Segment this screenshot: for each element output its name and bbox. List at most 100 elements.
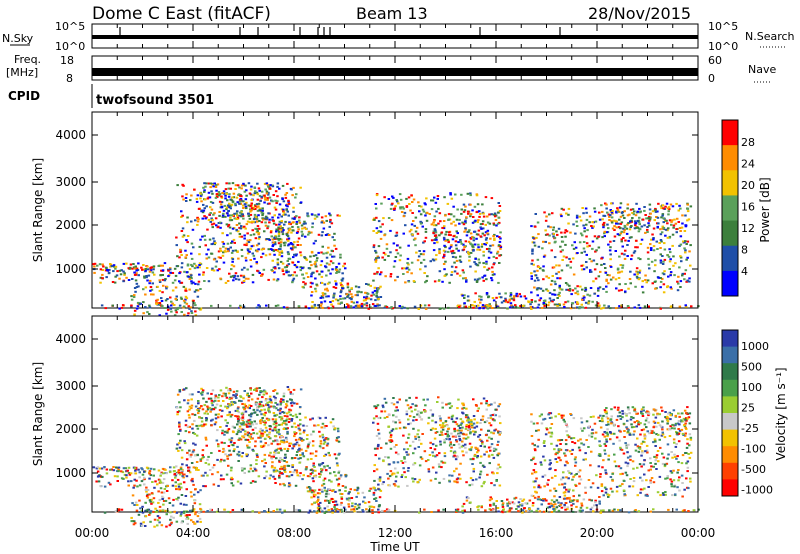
velocity-echo-cell: [197, 410, 201, 412]
power-echo-cell: [274, 234, 277, 237]
velocity-echo-cell: [264, 426, 268, 429]
power-echo-cell: [183, 313, 186, 316]
power-echo-cell: [109, 265, 112, 268]
velocity-echo-cell: [275, 422, 278, 425]
velocity-echo-cell: [650, 477, 654, 479]
velocity-echo-cell: [220, 474, 223, 477]
velocity-echo-cell: [579, 478, 583, 481]
power-echo-cell: [321, 231, 324, 234]
velocity-echo-cell: [318, 435, 322, 438]
velocity-echo-cell: [566, 434, 569, 437]
velocity-echo-cell: [402, 426, 406, 429]
power-echo-cell: [241, 281, 244, 284]
velocity-echo-cell: [132, 486, 135, 489]
power-echo-cell: [280, 251, 284, 254]
velocity-echo-cell: [212, 483, 216, 486]
power-echo-cell: [228, 272, 231, 275]
power-echo-cell: [634, 246, 637, 249]
velocity-echo-cell: [456, 481, 459, 484]
cpid-label: CPID: [8, 89, 40, 103]
velocity-echo-cell: [390, 439, 393, 442]
power-echo-cell: [275, 230, 278, 233]
power-echo-cell: [605, 207, 608, 210]
power-echo-cell: [581, 207, 584, 209]
velocity-echo-cell: [138, 499, 141, 502]
power-echo-cell: [138, 303, 142, 305]
power-echo-cell: [512, 296, 516, 299]
power-echo-cell: [408, 203, 411, 205]
power-echo-cell: [450, 273, 453, 276]
power-echo-cell: [146, 265, 149, 268]
velocity-echo-cell: [262, 413, 266, 416]
velocity-echo-cell: [483, 480, 486, 483]
power-ytick-label: 3000: [55, 175, 86, 189]
power-echo-cell: [383, 306, 387, 309]
power-echo-cell: [471, 221, 475, 224]
power-echo-cell: [209, 201, 213, 203]
power-echo-cell: [625, 227, 629, 230]
velocity-echo-cell: [206, 412, 209, 415]
power-echo-cell: [623, 217, 626, 219]
velocity-echo-cell: [177, 488, 180, 491]
velocity-scatter: [92, 386, 700, 528]
velocity-echo-cell: [478, 476, 481, 479]
power-echo-cell: [375, 194, 379, 197]
velocity-echo-cell: [309, 487, 312, 490]
velocity-echo-cell: [280, 416, 283, 419]
power-echo-cell: [582, 241, 586, 243]
velocity-echo-cell: [323, 465, 326, 468]
power-ytick-label: 2000: [55, 218, 86, 232]
power-echo-cell: [479, 235, 482, 238]
power-echo-cell: [232, 275, 235, 278]
power-echo-cell: [184, 197, 188, 199]
velocity-echo-cell: [204, 438, 208, 441]
power-echo-cell: [621, 264, 625, 267]
power-echo-cell: [226, 248, 230, 250]
velocity-echo-cell: [524, 502, 527, 505]
velocity-echo-cell: [441, 428, 445, 431]
power-echo-cell: [583, 230, 586, 233]
power-echo-cell: [560, 207, 564, 210]
power-echo-cell: [211, 192, 214, 195]
power-echo-cell: [469, 265, 472, 268]
power-echo-cell: [193, 290, 197, 293]
velocity-echo-cell: [416, 413, 419, 416]
velocity-echo-cell: [553, 500, 556, 503]
velocity-echo-cell: [429, 447, 432, 449]
velocity-echo-cell: [158, 505, 162, 508]
power-echo-cell: [540, 306, 544, 309]
power-echo-cell: [247, 212, 250, 215]
velocity-echo-cell: [199, 458, 202, 461]
velocity-echo-cell: [156, 524, 159, 527]
power-echo-cell: [631, 212, 634, 214]
velocity-echo-cell: [498, 466, 502, 469]
power-echo-cell: [373, 217, 376, 220]
velocity-echo-cell: [283, 422, 287, 425]
power-echo-cell: [212, 185, 215, 188]
velocity-echo-cell: [318, 430, 321, 433]
velocity-echo-cell: [444, 420, 448, 423]
velocity-echo-cell: [457, 398, 460, 401]
power-echo-cell: [233, 217, 236, 220]
power-echo-cell: [205, 257, 208, 260]
power-echo-cell: [256, 209, 260, 212]
velocity-echo-cell: [144, 525, 147, 527]
power-echo-cell: [143, 276, 146, 279]
power-echo-cell: [543, 304, 546, 307]
velocity-echo-cell: [570, 504, 573, 507]
velocity-echo-cell: [197, 412, 200, 415]
power-echo-cell: [224, 194, 227, 197]
velocity-echo-cell: [446, 435, 449, 438]
velocity-echo-cell: [211, 466, 215, 469]
power-echo-cell: [569, 260, 573, 263]
power-echo-cell: [214, 196, 218, 199]
velocity-echo-cell: [450, 415, 454, 418]
velocity-echo-cell: [263, 465, 266, 468]
power-echo-cell: [100, 304, 104, 307]
power-echo-cell: [232, 192, 236, 195]
power-echo-cell: [375, 257, 378, 260]
power-echo-cell: [275, 279, 279, 282]
velocity-echo-cell: [462, 454, 465, 457]
velocity-echo-cell: [305, 425, 309, 427]
power-echo-cell: [456, 305, 460, 307]
